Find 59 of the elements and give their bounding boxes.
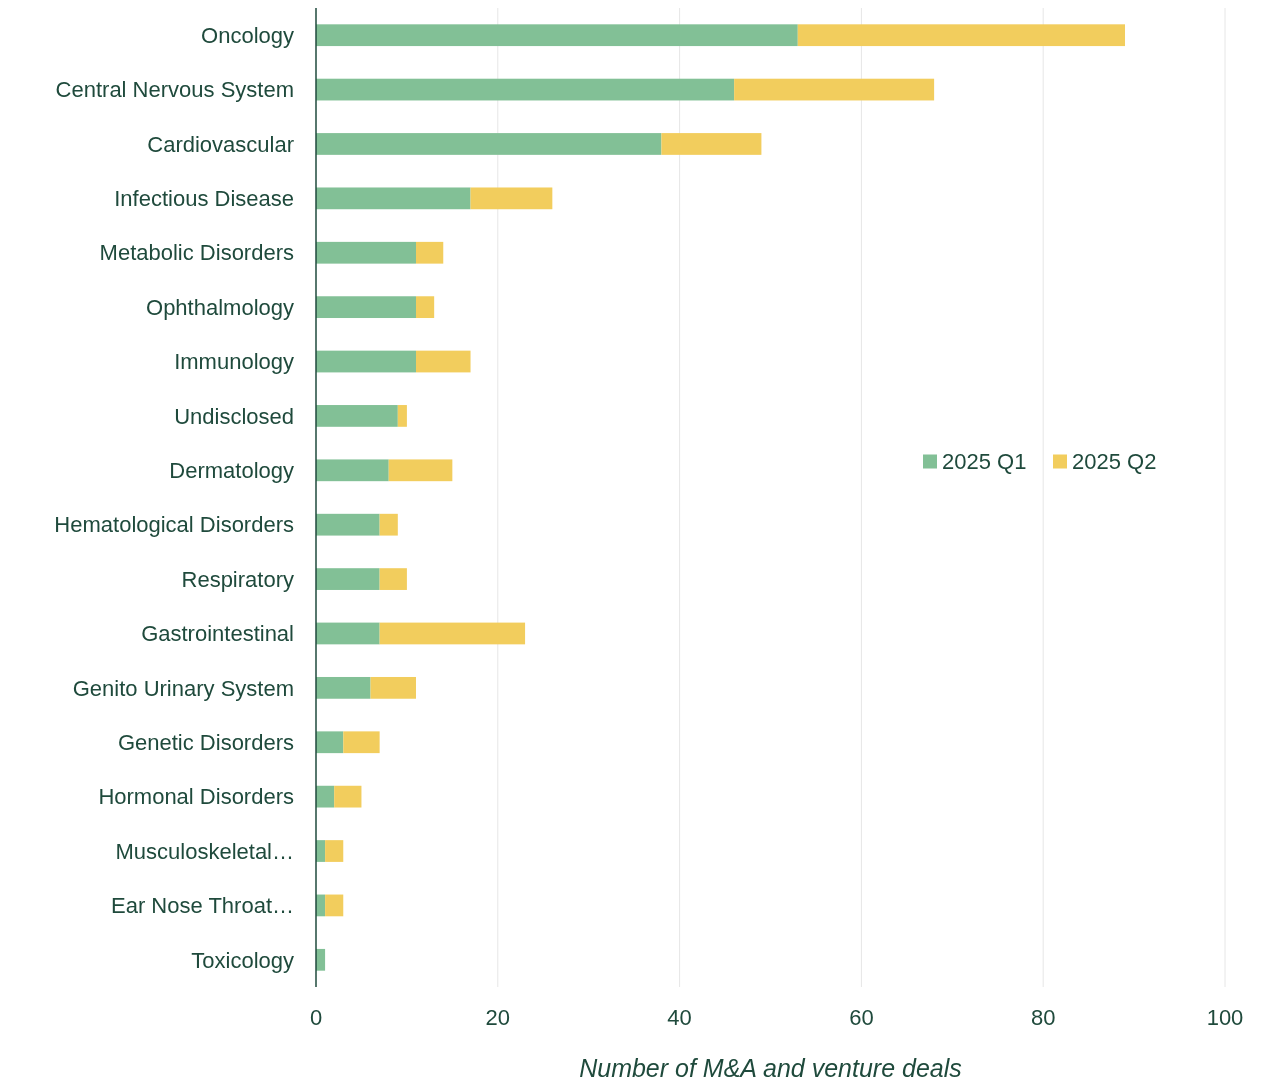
bar: [316, 568, 380, 590]
x-axis-title: Number of M&A and venture deals: [579, 1054, 962, 1082]
y-tick-label: Undisclosed: [174, 403, 294, 429]
bar: [343, 731, 380, 754]
bar: [325, 894, 344, 917]
y-tick-label: Ophthalmology: [146, 294, 294, 320]
bar: [316, 731, 344, 754]
y-tick-label: Immunology: [174, 349, 294, 375]
y-tick-label: Central Nervous System: [55, 77, 294, 103]
bar: [415, 350, 471, 373]
bar: [415, 296, 435, 319]
y-tick-label: Metabolic Disorders: [99, 240, 294, 266]
y-tick-label: Cardiovascular: [147, 131, 294, 157]
bar: [379, 513, 398, 536]
bar: [316, 459, 389, 482]
bar: [379, 568, 407, 590]
bar: [316, 24, 798, 47]
bar: [388, 459, 453, 482]
x-tick-label: 40: [667, 1005, 692, 1030]
y-tick-label: Hormonal Disorders: [98, 784, 294, 810]
y-tick-label: Dermatology: [169, 458, 294, 484]
y-tick-label: Gastrointestinal: [141, 621, 294, 647]
y-tick-label: Genetic Disorders: [117, 729, 294, 755]
y-tick-label: Hematological Disorders: [54, 512, 294, 538]
y-tick-label: Oncology: [201, 22, 294, 48]
bar: [734, 78, 935, 101]
x-tick-label: 20: [485, 1005, 511, 1030]
bar: [316, 296, 416, 319]
y-tick-label: Ear Nose Throat…: [110, 893, 294, 919]
legend-label: 2025 Q2: [1072, 449, 1157, 475]
bar: [316, 513, 380, 536]
x-tick-label: 80: [1030, 1005, 1056, 1030]
bar: [470, 187, 553, 210]
y-tick-label: Musculoskeletal…: [115, 838, 294, 864]
bar: [334, 785, 362, 808]
bar: [316, 622, 380, 645]
y-tick-label: Infectious Disease: [114, 186, 294, 212]
bar: [397, 405, 407, 427]
bar: [316, 405, 398, 427]
y-tick-label: Toxicology: [191, 947, 294, 973]
y-tick-label: Genito Urinary System: [72, 675, 294, 701]
bar: [316, 241, 416, 264]
bar: [316, 187, 471, 210]
y-tick-label: Respiratory: [181, 566, 294, 592]
x-tick-label: 0: [309, 1005, 323, 1030]
bar: [661, 133, 762, 155]
bar: [316, 78, 735, 101]
legend-label: 2025 Q1: [942, 449, 1027, 475]
bar: [316, 350, 416, 373]
bar: [797, 24, 1126, 47]
bar: [415, 241, 444, 264]
x-tick-label: 100: [1206, 1005, 1244, 1030]
bar: [379, 622, 526, 645]
bar: [370, 676, 416, 699]
bar: [316, 676, 371, 699]
bar: [316, 785, 335, 808]
bar: [316, 133, 662, 155]
x-tick-label: 60: [849, 1005, 874, 1030]
bar: [325, 840, 344, 862]
